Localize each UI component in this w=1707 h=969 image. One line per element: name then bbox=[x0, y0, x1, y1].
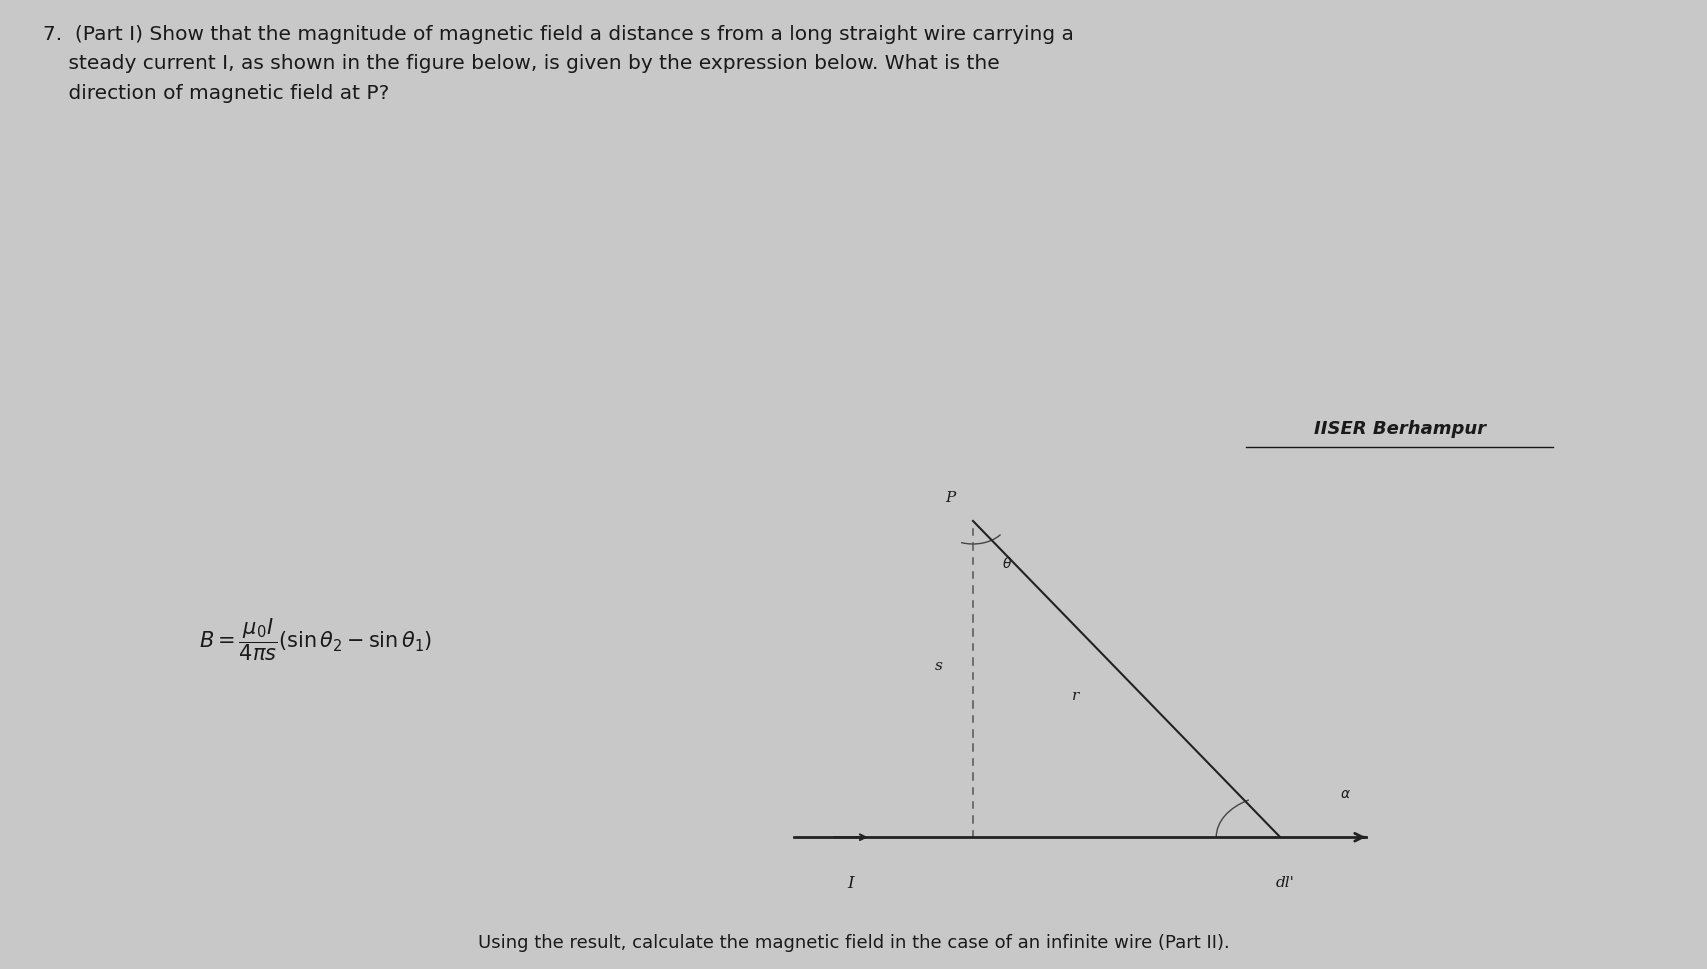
Text: $\alpha$: $\alpha$ bbox=[1340, 788, 1350, 801]
Text: Using the result, calculate the magnetic field in the case of an infinite wire (: Using the result, calculate the magnetic… bbox=[478, 934, 1229, 952]
Text: I: I bbox=[847, 875, 854, 891]
Text: IISER Berhampur: IISER Berhampur bbox=[1314, 420, 1485, 438]
Text: P: P bbox=[946, 491, 956, 505]
Text: dl': dl' bbox=[1275, 876, 1296, 891]
Text: $\theta$: $\theta$ bbox=[1002, 556, 1012, 572]
Text: $B = \dfrac{\mu_0 I}{4\pi s}(\sin\theta_2 - \sin\theta_1)$: $B = \dfrac{\mu_0 I}{4\pi s}(\sin\theta_… bbox=[200, 616, 432, 663]
Text: 7.  (Part I) Show that the magnitude of magnetic field a distance s from a long : 7. (Part I) Show that the magnitude of m… bbox=[43, 25, 1074, 103]
Text: s: s bbox=[935, 659, 942, 672]
Text: r: r bbox=[1072, 689, 1079, 703]
